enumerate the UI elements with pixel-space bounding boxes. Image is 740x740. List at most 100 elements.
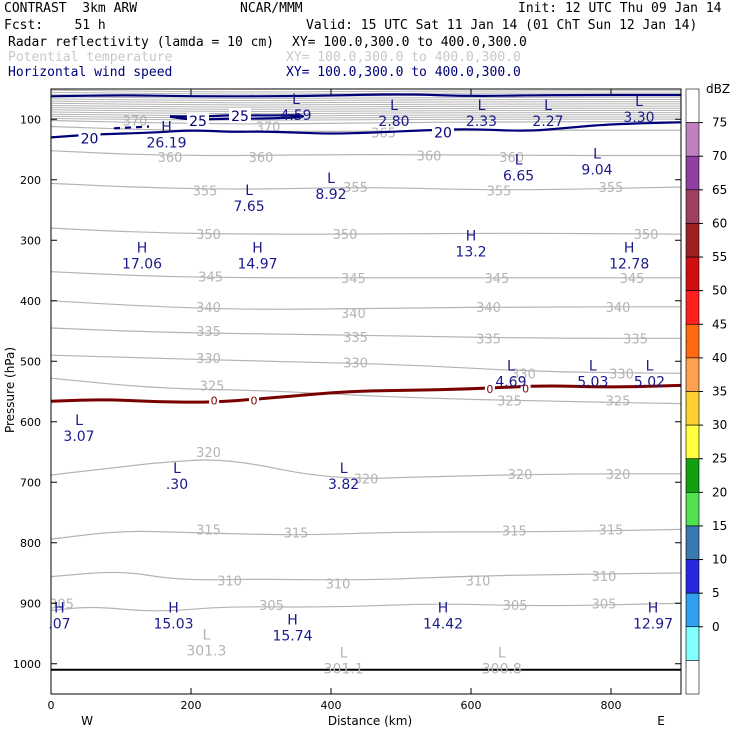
low-marker: L [544, 98, 552, 114]
low-marker: L [202, 628, 210, 644]
high-value: 14.97 [237, 256, 277, 272]
y-tick-label: 400 [20, 295, 41, 308]
wind-contours: 20 20 25 25 [51, 93, 681, 148]
freezing-level-line [51, 383, 681, 404]
theta-band-line [51, 96, 681, 99]
theta-label-320: 320 [354, 473, 379, 488]
y-tick-label: 700 [20, 476, 41, 489]
high-value: .07 [48, 616, 70, 632]
high-marker: H [466, 228, 477, 244]
theta-contour-350 [51, 227, 681, 235]
theta-label-350: 350 [634, 228, 659, 243]
low-marker: L [589, 358, 597, 374]
colorbar-level: 30 [712, 418, 727, 432]
colorbar-level: 35 [712, 385, 727, 399]
low-value: 300.8 [482, 662, 522, 678]
colorbar-level: 75 [712, 116, 727, 130]
low-value: 4.59 [280, 108, 311, 124]
theta-label-310: 310 [466, 574, 491, 589]
high-value: 15.03 [153, 616, 193, 632]
wind-jet-core-dash [113, 125, 150, 130]
colorbar-swatch [685, 256, 700, 291]
low-value: 2.27 [532, 114, 563, 130]
zero-label-bg [520, 381, 531, 394]
theta-contour-320 [51, 459, 681, 479]
low-value: 2.80 [378, 114, 409, 130]
colorbar-level: 45 [712, 317, 727, 331]
theta-label-305: 305 [49, 597, 74, 612]
theta-band-line [51, 102, 681, 106]
theta-label-370: 370 [256, 121, 281, 136]
theta-contour-340 [51, 300, 681, 310]
theta-label-305: 305 [503, 599, 528, 614]
low-marker: L [515, 153, 523, 169]
low-marker: L [593, 147, 601, 163]
theta-label-320: 320 [196, 446, 221, 461]
high-value: 12.97 [633, 616, 673, 632]
theta-contour-330 [51, 354, 681, 374]
colorbar-level: 50 [712, 284, 727, 298]
low-value: 8.92 [315, 187, 346, 203]
agency-label: NCAR/MMM [240, 1, 303, 16]
wind-label-bg [78, 130, 101, 146]
low-value: 2.33 [466, 114, 497, 130]
theta-label-305: 305 [592, 597, 617, 612]
theta-label-355: 355 [487, 185, 512, 200]
theta-label-365: 365 [371, 127, 396, 142]
colorbar-swatch [685, 122, 700, 157]
low-value: 301.3 [186, 644, 226, 660]
theta-contour-370 [51, 119, 681, 125]
theta-label-310: 310 [217, 574, 242, 589]
high-value: 12.78 [609, 256, 649, 272]
high-marker: H [54, 600, 65, 616]
theta-label-355: 355 [343, 181, 368, 196]
colorbar-unit: dBZ [706, 82, 730, 96]
zero-label-bg [209, 393, 220, 406]
theta-label-310: 310 [592, 570, 617, 585]
low-marker: L [646, 358, 654, 374]
theta-band-line [51, 100, 681, 104]
y-tick-label: 800 [20, 537, 41, 550]
high-marker: H [252, 240, 263, 256]
colorbar-swatch [685, 223, 700, 258]
low-marker: L [478, 98, 486, 114]
low-value: 3.07 [63, 429, 94, 445]
colorbar-swatch [685, 458, 700, 493]
low-marker: L [340, 461, 348, 477]
theta-label-315: 315 [196, 523, 221, 538]
theta-label-345: 345 [484, 272, 509, 287]
colorbar-level: 20 [712, 485, 727, 499]
colorbar-level: 25 [712, 452, 727, 466]
high-marker: H [168, 600, 179, 616]
low-value: 9.04 [581, 163, 612, 179]
high-marker: H [137, 240, 148, 256]
theta-label-350: 350 [196, 228, 221, 243]
theta-contour-315 [51, 528, 681, 540]
low-value: 3.30 [623, 110, 654, 126]
wind-contour-20 [51, 93, 681, 98]
y-tick-label: 100 [20, 113, 41, 126]
low-value: 7.65 [234, 199, 265, 215]
x-endpoint-east: E [657, 714, 665, 728]
y-tick-label: 200 [20, 174, 41, 187]
wind-label-bg [432, 124, 454, 140]
init-time: Init: 12 UTC Thu 09 Jan 14 [518, 1, 722, 16]
theta-band-line [51, 107, 681, 110]
high-value: 13.2 [455, 244, 486, 260]
theta-label-335: 335 [623, 332, 648, 347]
theta-label-325: 325 [497, 395, 522, 410]
x-axis-title: Distance (km) [328, 714, 412, 728]
low-marker: L [173, 461, 181, 477]
theta-label-350: 350 [333, 228, 358, 243]
theta-label-330: 330 [511, 367, 536, 382]
colorbar-level: 15 [712, 519, 727, 533]
y-tick-label: 300 [20, 234, 41, 247]
y-tick-label: 900 [20, 597, 41, 610]
colorbar-level: 65 [712, 183, 727, 197]
theta-label-360: 360 [158, 151, 183, 166]
field-reflectivity-name: Radar reflectivity (lamda = 10 cm) [8, 35, 275, 50]
colorbar-swatch [685, 88, 700, 123]
forecast-hour: Fcst: 51 h [4, 18, 106, 33]
